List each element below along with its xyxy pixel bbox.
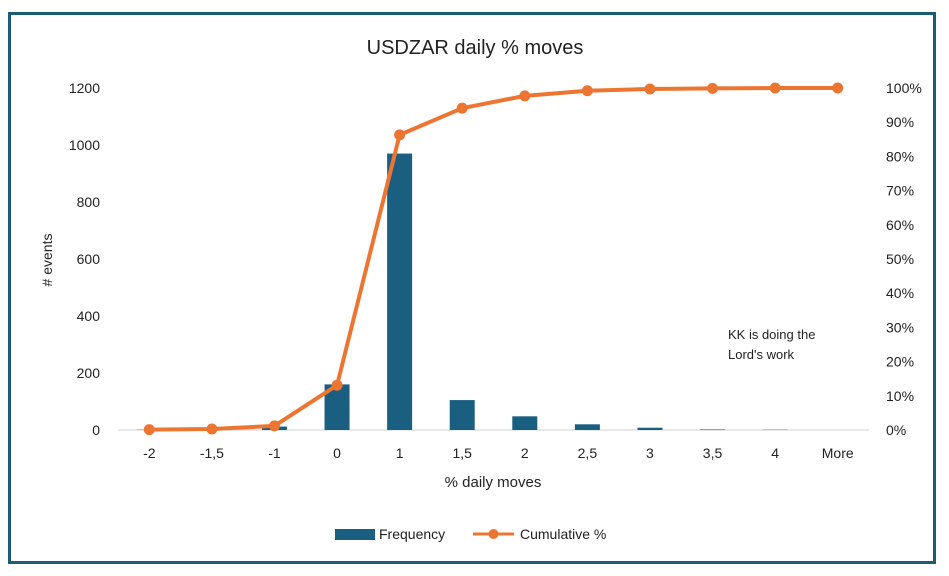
cumulative-point [331, 379, 343, 391]
cumulative-point [394, 129, 406, 141]
line-series [143, 82, 844, 436]
frequency-bar [512, 416, 538, 430]
cumulative-point [456, 102, 468, 114]
y-right-tick-label: 20% [886, 354, 914, 370]
legend-frequency-swatch [335, 529, 375, 540]
y-left-tick-label: 1200 [69, 80, 100, 96]
x-tick-label: 4 [771, 445, 779, 461]
cumulative-point [206, 423, 218, 435]
frequency-bar [449, 400, 475, 430]
cumulative-line [149, 86, 838, 432]
y-left-tick-label: 600 [77, 251, 101, 267]
cumulative-point [769, 82, 781, 94]
y-right-tick-label: 100% [886, 80, 922, 96]
y-axis-right: 0% 10% 20% 30% 40% 50% 60% 70% 80% 90% 100% [886, 80, 922, 438]
frequency-bar [637, 427, 663, 430]
annotation-line-1: KK is doing the [728, 327, 815, 342]
x-axis: -2 -1,5 -1 0 1 1,5 2 2,5 3 3,5 4 More [143, 445, 854, 461]
y-left-tick-label: 800 [77, 194, 101, 210]
x-tick-label: 3 [646, 445, 654, 461]
y-right-tick-label: 40% [886, 285, 914, 301]
frequency-bar [700, 429, 726, 430]
chart-frame [8, 12, 936, 564]
y-right-tick-label: 60% [886, 217, 914, 233]
y-right-tick-label: 70% [886, 183, 914, 199]
y-left-tick-label: 0 [92, 422, 100, 438]
chart-title: USDZAR daily % moves [367, 37, 584, 59]
y-left-tick-label: 200 [77, 365, 101, 381]
legend-frequency-label: Frequency [379, 526, 445, 542]
y-right-tick-label: 0% [886, 422, 906, 438]
y-right-tick-label: 30% [886, 319, 914, 335]
cumulative-point [581, 85, 593, 97]
frequency-bar [574, 424, 600, 430]
annotation-line-2: Lord's work [728, 347, 795, 362]
legend-cumulative-marker [488, 529, 499, 539]
x-tick-label: 1 [396, 445, 404, 461]
x-tick-label: -1 [268, 445, 281, 461]
cumulative-point [519, 90, 531, 102]
x-axis-label: % daily moves [445, 474, 542, 491]
y-axis-left: 0 200 400 600 800 1000 1200 [69, 80, 100, 438]
x-tick-label: 3,5 [703, 445, 723, 461]
y-left-tick-label: 1000 [69, 137, 100, 153]
bar-series [136, 153, 788, 431]
y-right-tick-label: 80% [886, 148, 914, 164]
x-tick-label: More [822, 445, 854, 461]
cumulative-point [143, 424, 155, 436]
x-tick-label: -2 [143, 445, 156, 461]
y-axis-label: # events [39, 234, 55, 287]
cumulative-point [268, 420, 280, 432]
x-tick-label: 1,5 [452, 445, 472, 461]
legend-cumulative-label: Cumulative % [520, 526, 606, 542]
y-right-tick-label: 10% [886, 388, 914, 404]
x-tick-label: 0 [333, 445, 341, 461]
y-right-tick-label: 90% [886, 114, 914, 130]
frequency-bar [387, 153, 413, 431]
y-right-tick-label: 50% [886, 251, 914, 267]
x-tick-label: 2,5 [578, 445, 598, 461]
x-tick-label: 2 [521, 445, 529, 461]
x-tick-label: -1,5 [200, 445, 224, 461]
y-left-tick-label: 400 [77, 308, 101, 324]
cumulative-point [832, 82, 844, 94]
cumulative-point [644, 83, 656, 95]
legend: Frequency Cumulative % [335, 526, 606, 542]
cumulative-point [707, 82, 719, 94]
